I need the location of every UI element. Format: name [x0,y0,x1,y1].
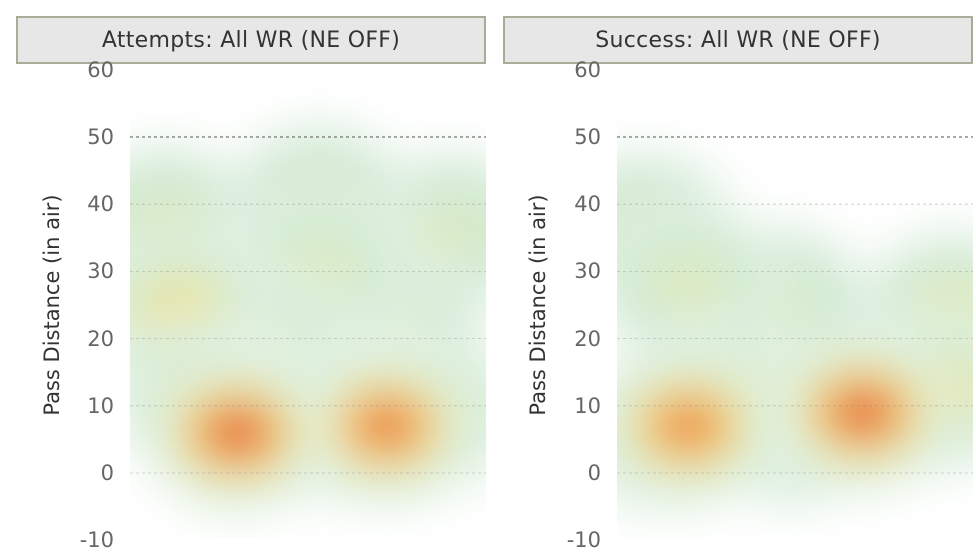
y-tick-label: 20 [574,326,601,351]
y-tick-label: 20 [87,326,114,351]
y-tick-label: 60 [87,57,114,82]
heatmap-plot-attempts [130,72,486,538]
y-tick-label: -10 [79,528,114,552]
chart-title-success: Success: All WR (NE OFF) [503,16,973,64]
y-axis-label-attempts: Pass Distance (in air) [40,194,64,416]
y-tick-label: -10 [566,528,601,552]
y-tick-label: 10 [574,393,601,418]
y-tick-label: 40 [87,192,114,217]
heatmap-svg [130,119,486,518]
y-tick-label: 60 [574,57,601,82]
y-axis-label-success: Pass Distance (in air) [526,194,550,416]
density-cluster-2-layer-4 [355,402,418,449]
y-tick-label: 10 [87,393,114,418]
y-tick-label: 50 [87,125,114,149]
y-tick-label: 0 [100,461,114,485]
y-tick-label: 50 [574,125,601,149]
y-tick-label: 30 [574,259,601,284]
chart-title-attempts: Attempts: All WR (NE OFF) [16,16,486,64]
density-cluster-3-layer-4 [830,388,895,437]
y-tick-label: 0 [587,461,601,485]
density-cluster-7-layer-2 [646,250,731,319]
heatmap-svg [617,136,973,518]
density-cluster-0-layer-4 [204,408,269,457]
y-tick-label: 40 [574,192,601,217]
y-tick-label: 30 [87,259,114,284]
heatmap-plot-success [617,72,973,538]
density-cluster-0-layer-4 [658,403,719,449]
density-cluster-9-layer-2 [409,198,486,265]
